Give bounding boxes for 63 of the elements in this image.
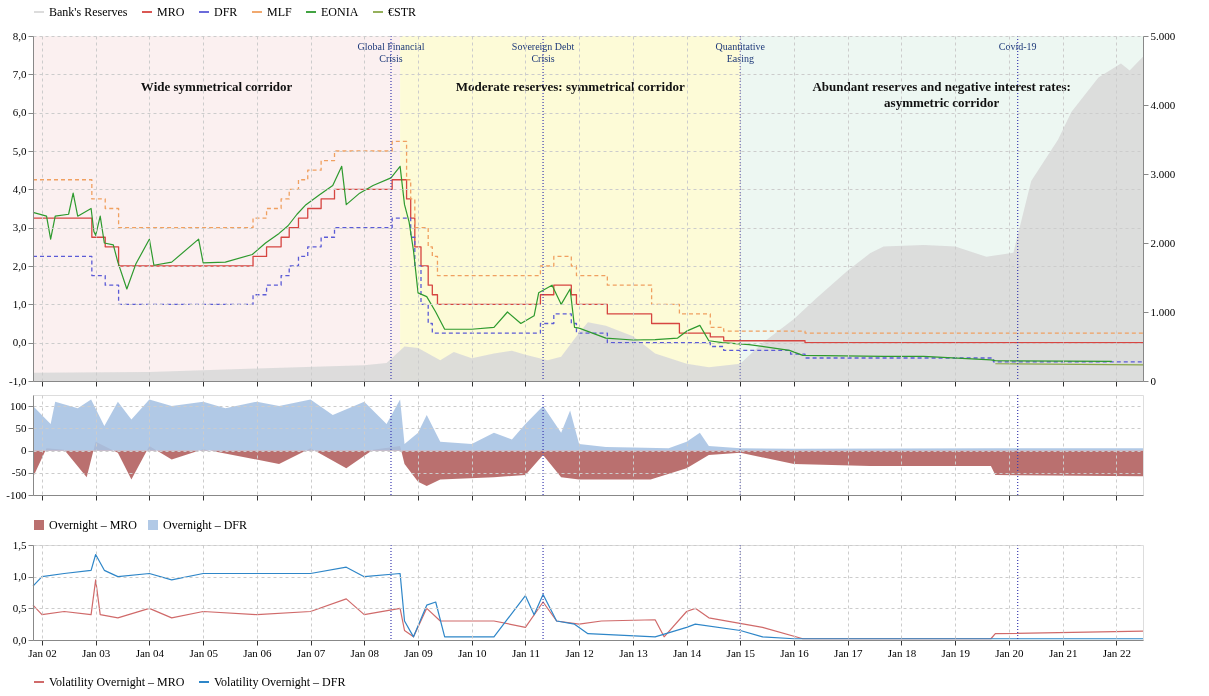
x-tick-label: Jan 03 (81, 646, 111, 659)
y-tick-label: 8,0 (12, 29, 27, 42)
x-tick-label: Jan 18 (887, 646, 917, 659)
y-tick-label: 0,5 (12, 601, 27, 614)
legend-label: Overnight – MRO (49, 518, 138, 532)
ref-line-label: Global Financial Crisis (357, 41, 425, 64)
x-tick-label: Jan 12 (565, 646, 594, 659)
x-tick-label: Jan 22 (1102, 646, 1132, 659)
x-tick-label: Jan 14 (672, 646, 702, 659)
y2-tick-label: 5.000 (1150, 29, 1176, 42)
x-tick-label: Jan 19 (941, 646, 971, 659)
y-tick-label: -1,0 (9, 374, 27, 387)
y-tick-label: 5,0 (12, 144, 27, 157)
x-tick-label: Jan 11 (511, 646, 540, 659)
x-tick-label: Jan 13 (619, 646, 649, 659)
x-tick-label: Jan 20 (995, 646, 1025, 659)
y-tick-label: 6,0 (12, 106, 27, 119)
legend-label: Volatility Overnight – MRO (49, 675, 185, 689)
legend-label: EONIA (321, 5, 359, 19)
x-tick-label: Jan 06 (243, 646, 273, 659)
legend-label: Volatility Overnight – DFR (214, 675, 346, 689)
band-label: Wide symmetrical corridor (140, 78, 293, 94)
x-tick-label: Jan 16 (780, 646, 810, 659)
x-tick-label: Jan 04 (135, 646, 165, 659)
legend-label: MLF (267, 5, 292, 19)
x-tick-label: Jan 02 (28, 646, 57, 659)
y2-tick-label: 4.000 (1150, 98, 1176, 111)
x-tick-label: Jan 07 (296, 646, 326, 659)
y-tick-label: 2,0 (12, 259, 27, 272)
x-tick-label: Jan 15 (726, 646, 756, 659)
x-tick-label: Jan 05 (189, 646, 219, 659)
y2-tick-label: 0 (1150, 374, 1157, 387)
y-tick-label: 0,0 (12, 633, 27, 646)
y2-tick-label: 1.000 (1150, 305, 1176, 318)
x-tick-label: Jan 09 (404, 646, 434, 659)
y-tick-label: 1,5 (12, 538, 27, 551)
x-tick-label: Jan 08 (350, 646, 380, 659)
ref-line-label: Covid-19 (998, 41, 1037, 52)
y-tick-label: 50 (15, 421, 27, 434)
band-label: Abundant reserves and negative interest rates: asymmetric corridor (812, 78, 1071, 110)
ref-line-label: Sovereign Debt Crisis (511, 41, 575, 64)
y-tick-label: -50 (11, 466, 27, 479)
y-tick-label: 0,0 (12, 336, 27, 349)
y-tick-label: 7,0 (12, 67, 27, 80)
ref-line-label: Quantitative Easing (715, 41, 766, 64)
x-tick-label: Jan 17 (834, 646, 864, 659)
y-tick-label: 3,0 (12, 221, 27, 234)
legend-label: Overnight – DFR (163, 518, 247, 532)
legend-label: MRO (157, 5, 185, 19)
legend-label: DFR (214, 5, 238, 19)
y-tick-label: 4,0 (12, 182, 27, 195)
y2-tick-label: 3.000 (1150, 167, 1176, 180)
band-label: Moderate reserves: symmetrical corridor (455, 78, 685, 94)
y-tick-label: 1,0 (12, 570, 27, 583)
y-tick-label: -100 (6, 488, 27, 501)
y2-tick-label: 2.000 (1150, 236, 1176, 249)
x-tick-label: Jan 10 (458, 646, 487, 659)
y-tick-label: 0 (21, 444, 27, 457)
legend-label: Bank's Reserves (49, 5, 128, 19)
y-tick-label: 100 (10, 399, 27, 412)
legend-label: €STR (388, 5, 417, 19)
y-tick-label: 1,0 (12, 297, 27, 310)
x-tick-label: Jan 21 (1048, 646, 1078, 659)
